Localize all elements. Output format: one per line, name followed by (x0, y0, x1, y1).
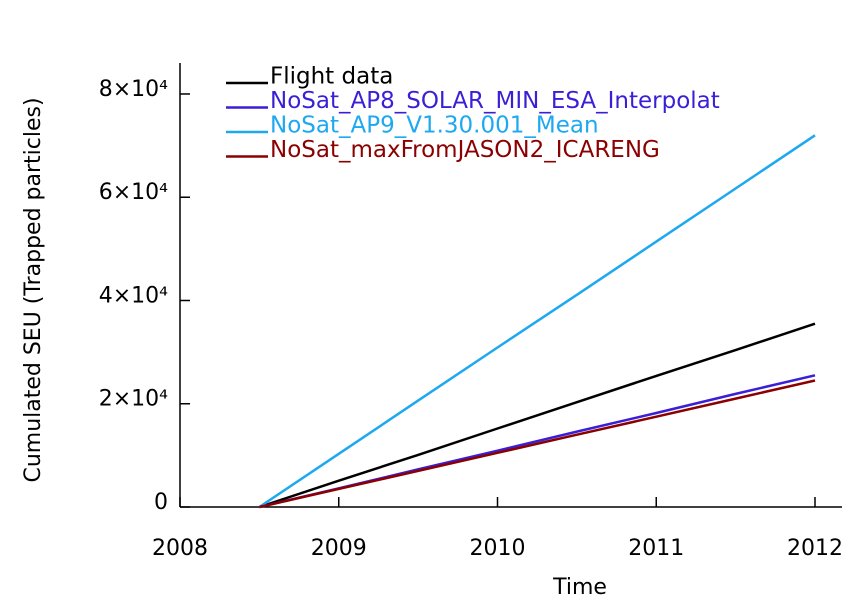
legend-label: NoSat_maxFromJASON2_ICARENG (270, 137, 660, 163)
y-tick-label: 8×10⁴ (99, 77, 168, 102)
y-tick-label: 4×10⁴ (99, 283, 168, 308)
x-tick-label: 2012 (787, 536, 842, 561)
data-line (259, 322, 816, 509)
legend-label: Flight data (270, 64, 393, 90)
x-tick-label: 2011 (628, 536, 684, 561)
x-tick-label: 2009 (311, 536, 367, 561)
y-tick-label: 0 (154, 490, 168, 515)
legend-label: NoSat_AP9_V1.30.001_Mean (270, 113, 599, 139)
y-tick-label: 2×10⁴ (99, 387, 168, 412)
y-tick-label: 6×10⁴ (99, 180, 168, 205)
data-line (258, 134, 816, 509)
y-axis-label: Cumulated SEU (Trapped particles) (21, 97, 46, 482)
data-line (259, 379, 816, 509)
x-tick-label: 2010 (470, 536, 526, 561)
x-tick-label: 2008 (152, 536, 208, 561)
x-axis-label: Time (552, 575, 607, 599)
legend-label: NoSat_AP8_SOLAR_MIN_ESA_Interpolat (270, 88, 720, 114)
